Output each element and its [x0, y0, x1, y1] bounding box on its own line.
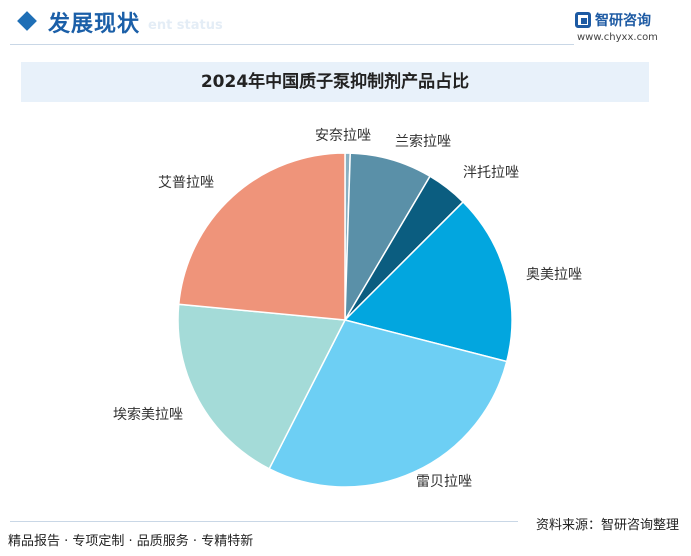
slice-label: 兰索拉唑 — [395, 133, 451, 150]
source-note: 资料来源：智研咨询整理 — [535, 518, 679, 533]
pie-slice — [268, 319, 508, 488]
slice-label: 艾普拉唑 — [158, 175, 214, 191]
slice-label: 泮托拉唑 — [463, 165, 519, 181]
pie-slice — [177, 152, 346, 321]
header: ent status 发展现状 智研咨询 www.chyxx.com — [0, 0, 691, 50]
logo-icon — [575, 12, 591, 28]
logo-url: www.chyxx.com — [577, 32, 658, 43]
pie-slice — [343, 200, 513, 363]
header-divider — [10, 44, 574, 45]
slice-label: 奥美拉唑 — [526, 266, 582, 283]
logo: 智研咨询 www.chyxx.com — [575, 10, 669, 46]
section-title: 发展现状 — [48, 12, 141, 37]
section-subtitle: ent status — [148, 18, 223, 33]
slice-label: 埃索美拉唑 — [113, 406, 183, 423]
logo-name: 智研咨询 — [595, 13, 651, 29]
footer-divider — [10, 521, 518, 522]
slice-label: 安奈拉唑 — [315, 128, 371, 144]
footer-tagline: 精品报告 · 专项定制 · 品质服务 · 专精特新 — [8, 534, 254, 549]
slice-label: 雷贝拉唑 — [416, 474, 472, 490]
pie-slice — [177, 303, 347, 470]
chart-title: 2024年中国质子泵抑制剂产品占比 — [21, 62, 649, 102]
